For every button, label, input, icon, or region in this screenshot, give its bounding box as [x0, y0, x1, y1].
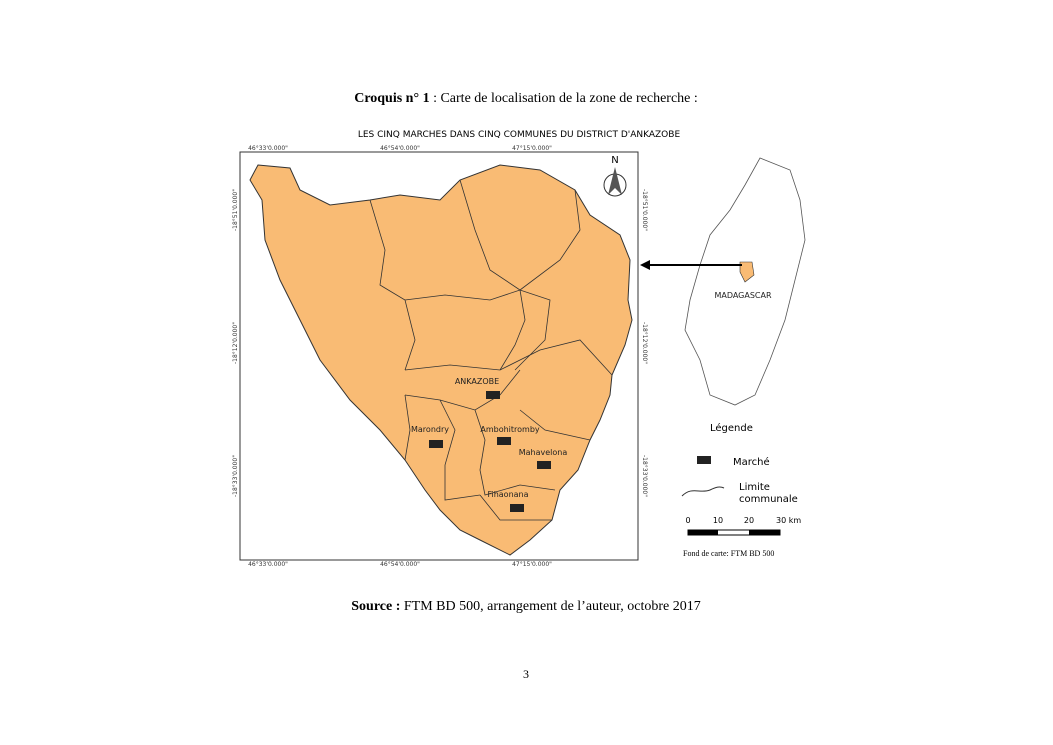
north-arrow: [608, 167, 622, 195]
caption-text: : Carte de localisation de la zone de re…: [430, 91, 698, 106]
lat-label: -18°33'0.000": [232, 455, 239, 497]
lon-label: 47°15'0.000": [512, 561, 552, 568]
page-number: 3: [523, 667, 529, 681]
scale-bar-segment: [749, 530, 780, 535]
locator-arrowhead: [640, 260, 650, 270]
market-icons: [429, 391, 551, 512]
lat-label: -18°12'0.000": [232, 322, 239, 364]
market-icon: [497, 437, 511, 445]
place-label: ANKAZOBE: [455, 377, 499, 386]
district-locator: [739, 261, 755, 283]
district-outline: [249, 164, 633, 556]
market-icon: [537, 461, 551, 469]
inset-label: MADAGASCAR: [714, 291, 772, 300]
market-icon: [429, 440, 443, 448]
place-label: Fihaonana: [487, 490, 528, 499]
map-base: Fond de carte: FTM BD 500: [683, 549, 774, 558]
lat-label: -18°51'0.000": [232, 189, 239, 231]
legend-boundary: Limite communale: [739, 482, 798, 505]
scale-label: 20: [744, 516, 754, 525]
lon-label: 46°54'0.000": [380, 561, 420, 568]
legend-market-icon: [697, 456, 711, 464]
caption-label: Croquis n° 1: [354, 91, 429, 106]
north-label: N: [611, 155, 618, 166]
lon-label: 47°15'0.000": [512, 145, 552, 152]
lat-label: -18°33'0.000": [641, 455, 648, 497]
market-icon: [510, 504, 524, 512]
scale-bar-segment: [688, 530, 718, 535]
scale-label: 10: [713, 516, 723, 525]
scale-label: 0: [685, 516, 690, 525]
market-icon: [486, 391, 500, 399]
lon-label: 46°54'0.000": [380, 145, 420, 152]
source-label: Source :: [351, 599, 400, 614]
legend-title: Légende: [710, 422, 753, 434]
lon-label: 46°33'0.000": [248, 145, 288, 152]
place-label: Mahavelona: [519, 448, 568, 457]
place-label: Marondry: [411, 425, 449, 434]
legend-boundary-line: [681, 486, 725, 497]
scale-label: 30 km: [776, 516, 801, 525]
source-text: FTM BD 500, arrangement de l’auteur, oct…: [400, 599, 700, 614]
legend-market: Marché: [733, 456, 770, 468]
commune-boundaries: [369, 179, 613, 521]
lat-label: -18°51'0.000": [641, 189, 648, 231]
map-title: LES CINQ MARCHES DANS CINQ COMMUNES DU D…: [358, 130, 681, 140]
legend-boundary-wrap: Limite communale: [739, 482, 798, 505]
caption: Croquis n° 1 : Carte de localisation de …: [354, 91, 698, 106]
lat-label: -18°12'0.000": [641, 322, 648, 364]
source: Source : FTM BD 500, arrangement de l’au…: [351, 599, 700, 614]
place-label: Ambohitromby: [480, 425, 540, 434]
lon-label: 46°33'0.000": [248, 561, 288, 568]
